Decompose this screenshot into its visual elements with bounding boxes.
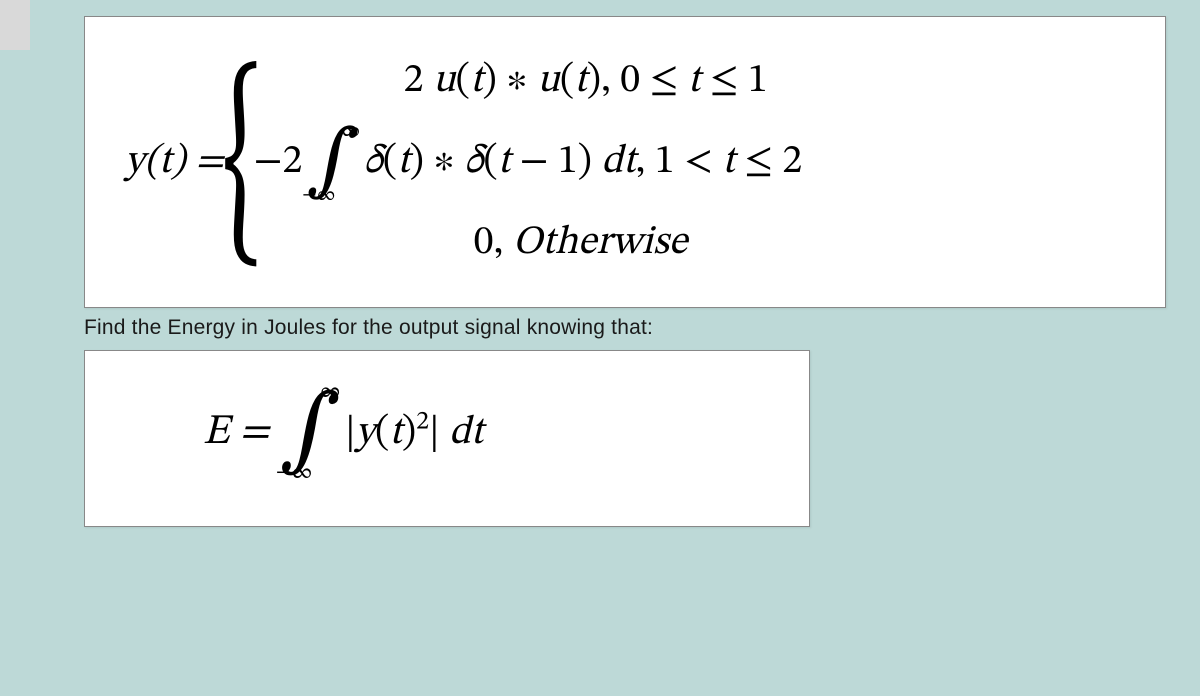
instruction-text: Find the Energy in Joules for the output… xyxy=(84,316,1170,340)
case-2-integral: ∞ ∫ −∞ xyxy=(306,117,359,208)
left-gray-strip xyxy=(0,0,30,50)
equation-box-y-of-t: y(t) = { 2 u(t) ∗ u(t), 0 ≤ t ≤ 1 −2 ∞ ∫… xyxy=(84,16,1166,308)
case-3-body: 0, Otherwise xyxy=(474,223,688,263)
eq2-integral: ∞ ∫ −∞ xyxy=(279,379,341,486)
equation-energy: E = ∞ ∫ −∞ |y(t)2| dt xyxy=(133,379,769,486)
eq2-integrand: |y(t)2| dt xyxy=(345,407,483,458)
case-2-integrand: δ(t) ∗ δ(t − 1) dt, 1 < t ≤ 2 xyxy=(364,137,803,187)
case-2: −2 ∞ ∫ −∞ δ(t) ∗ δ(t − 1) dt, 1 < t ≤ 2 xyxy=(254,115,803,209)
piecewise-brace: { xyxy=(222,67,262,265)
equation-y-of-t: y(t) = { 2 u(t) ∗ u(t), 0 ≤ t ≤ 1 −2 ∞ ∫… xyxy=(125,47,1125,277)
case-3-expr: 0, Otherwise xyxy=(474,218,688,268)
case-2-upper-limit: ∞ xyxy=(341,121,360,141)
case-3: 0, Otherwise xyxy=(254,209,803,277)
eq2-lower-limit: −∞ xyxy=(276,462,313,484)
equation-box-energy: E = ∞ ∫ −∞ |y(t)2| dt xyxy=(84,350,810,527)
piecewise-cases: 2 u(t) ∗ u(t), 0 ≤ t ≤ 1 −2 ∞ ∫ −∞ δ(t) … xyxy=(254,47,803,277)
eq2-upper-limit: ∞ xyxy=(320,381,341,403)
eq2-body: |y(t)2| dt xyxy=(345,413,483,453)
case-1-body: 2 u(t) ∗ u(t), 0 ≤ t ≤ 1 xyxy=(404,61,768,101)
case-2-lower-limit: −∞ xyxy=(302,185,335,205)
integral-symbol: ∫ xyxy=(279,401,341,464)
eq1-lhs: y(t) = xyxy=(125,137,224,187)
eq2-lhs: E = xyxy=(203,406,269,459)
case-2-body: δ(t) ∗ δ(t − 1) dt, 1 < t ≤ 2 xyxy=(364,142,803,182)
case-1-expr: 2 u(t) ∗ u(t), 0 ≤ t ≤ 1 xyxy=(404,56,768,106)
integral-symbol: ∫ xyxy=(306,137,359,188)
page-container: y(t) = { 2 u(t) ∗ u(t), 0 ≤ t ≤ 1 −2 ∞ ∫… xyxy=(48,0,1188,684)
case-1: 2 u(t) ∗ u(t), 0 ≤ t ≤ 1 xyxy=(254,47,803,115)
